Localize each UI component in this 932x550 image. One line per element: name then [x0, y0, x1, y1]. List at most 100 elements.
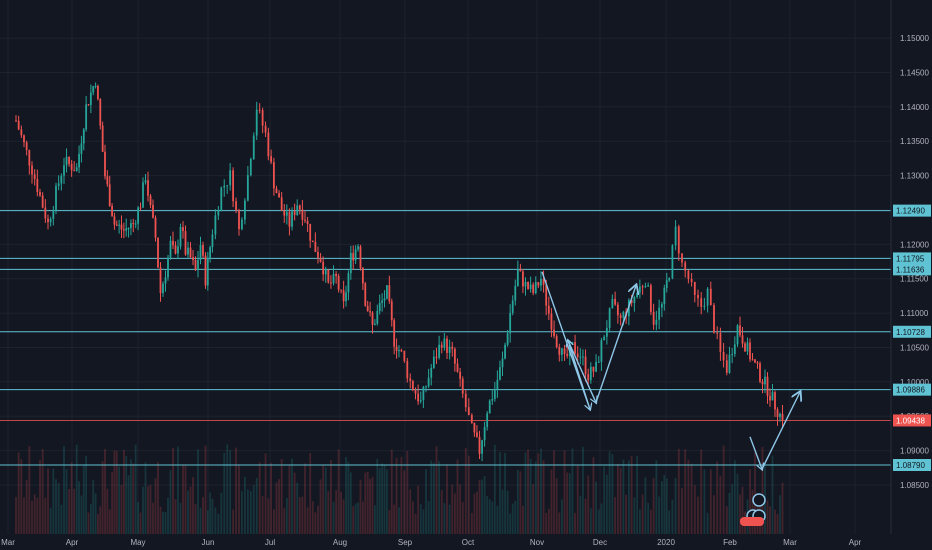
time-axis[interactable]: Mar Apr May Jun Jul Aug Sep Oct Nov Dec 2020 Feb Mar…	[1, 538, 861, 547]
volume-bar	[122, 449, 125, 534]
volume-bar	[369, 478, 371, 534]
volume-bar	[99, 506, 102, 534]
candle-body	[359, 246, 362, 268]
candle-body	[478, 436, 481, 454]
candle-body	[17, 120, 20, 130]
candle-body	[252, 135, 255, 159]
volume-bar	[177, 446, 179, 534]
volume-bar	[493, 444, 496, 534]
volume-bar	[537, 453, 540, 534]
candle-body	[611, 298, 614, 309]
candle-body	[719, 333, 722, 352]
volume-bar	[17, 452, 20, 534]
candle-body	[545, 284, 548, 306]
volume-bar	[335, 490, 338, 534]
candle-body	[374, 323, 376, 325]
volume-bar	[430, 460, 433, 534]
volume-bar	[400, 456, 403, 534]
volume-bar	[376, 458, 379, 534]
volume-bar	[514, 500, 517, 534]
x-tick-label: Jun	[202, 538, 215, 547]
volume-bar	[427, 500, 430, 534]
candle-body	[553, 329, 555, 337]
event-badges[interactable]	[740, 493, 766, 526]
volume-bar	[49, 507, 52, 534]
volume-bar	[406, 450, 409, 534]
volume-bar	[357, 502, 359, 534]
volume-bar	[345, 456, 347, 534]
volume-bar	[432, 462, 435, 534]
volume-bar	[483, 475, 486, 534]
candle-body	[179, 227, 182, 247]
candle-body	[134, 223, 137, 225]
volume-bar	[89, 503, 92, 534]
candle-body	[15, 120, 17, 122]
volume-bar	[152, 502, 154, 534]
volume-bar	[547, 508, 550, 534]
candle-body	[345, 292, 347, 302]
volume-bar	[261, 496, 264, 534]
volume-bar	[306, 507, 309, 534]
candle-body	[137, 207, 139, 224]
x-tick-label: May	[130, 538, 145, 547]
x-tick-label: Sep	[398, 538, 413, 547]
candle-body	[522, 271, 524, 287]
grid	[0, 0, 891, 534]
candle-body	[506, 333, 509, 345]
volume-bar	[566, 472, 569, 534]
volume-bar	[342, 499, 345, 534]
volume-bar	[728, 492, 731, 534]
candle-body	[255, 109, 258, 136]
candle-body	[582, 356, 584, 358]
candle-body	[509, 312, 512, 334]
volume-bar	[534, 461, 537, 534]
volume-bar	[414, 513, 417, 534]
event-badge[interactable]	[752, 493, 766, 507]
volume-bar	[57, 483, 60, 534]
volume-bar	[395, 457, 398, 534]
volume-bar	[20, 459, 23, 534]
candle-body	[555, 336, 558, 348]
level-price-tag	[893, 263, 931, 276]
candle-body	[584, 356, 587, 375]
volume-bar	[157, 462, 159, 534]
volume-bar	[736, 473, 739, 534]
event-badge[interactable]	[740, 517, 764, 526]
x-tick-label: Aug	[333, 538, 347, 547]
candle-body	[383, 298, 386, 301]
candle-body	[94, 85, 97, 87]
y-tick-label: 1.09000	[900, 447, 929, 456]
candle-body	[600, 340, 603, 362]
volume-bar	[283, 508, 286, 534]
candle-body	[241, 219, 243, 230]
candle-body	[197, 259, 199, 271]
candle-body	[335, 273, 338, 277]
volume-bar	[451, 484, 454, 534]
candle-body	[605, 327, 608, 337]
candle-body	[157, 237, 159, 268]
volume-bar	[524, 452, 527, 534]
candle-body	[456, 363, 459, 372]
candle-body	[82, 129, 85, 144]
volume-bar	[595, 481, 597, 534]
volume-bar	[719, 475, 722, 534]
volume-bar	[314, 512, 317, 534]
candle-body	[49, 218, 52, 223]
candle-body	[378, 302, 381, 311]
candle-body	[709, 288, 712, 306]
candle-body	[352, 252, 355, 261]
volume-bar	[568, 473, 571, 534]
candle-body	[779, 413, 781, 417]
level-price-label: 1.09886	[896, 386, 925, 395]
volume-bar	[486, 496, 489, 534]
candle-body	[422, 386, 425, 401]
candle-body	[70, 163, 73, 171]
volume-bar	[184, 464, 187, 534]
volume-bar	[749, 469, 751, 534]
volume-bar	[36, 497, 39, 534]
candle-body	[177, 246, 179, 254]
candle-body	[736, 325, 739, 345]
candle-body	[527, 281, 529, 289]
candle-body	[172, 240, 174, 246]
volume-bar	[187, 490, 189, 534]
